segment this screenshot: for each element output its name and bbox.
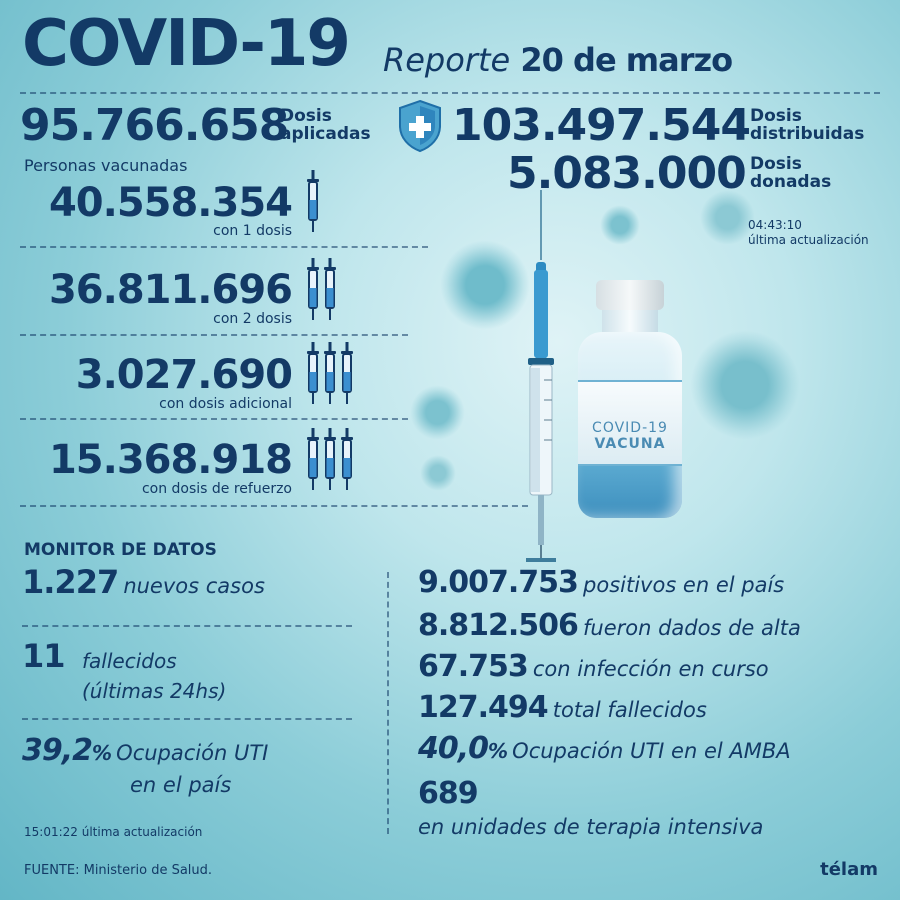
report-heading: Reporte 20 de marzo: [383, 41, 733, 79]
donated-doses-label: Dosis donadas: [750, 155, 831, 191]
virus-decoration: [700, 190, 755, 245]
discharged: 8.812.506 fueron dados de alta: [418, 611, 801, 641]
amba-pct: %: [488, 739, 508, 763]
distributed-doses-label: Dosis distribuidas: [750, 107, 864, 143]
divider: [22, 625, 352, 627]
total-deaths-label: total fallecidos: [552, 698, 707, 722]
syringe-icon: [339, 428, 355, 496]
virus-decoration: [410, 385, 465, 440]
amba-value: 40,0: [418, 731, 489, 766]
positives-label: positivos en el país: [583, 573, 785, 597]
active-infections-value: 67.753: [418, 649, 529, 684]
vaccinated-title: Personas vacunadas: [24, 156, 188, 175]
vaccinated-additional-label: con dosis adicional: [159, 396, 292, 412]
divider: [20, 334, 408, 336]
divider: [20, 505, 528, 507]
vaccinated-booster-label: con dosis de refuerzo: [141, 481, 292, 497]
vial-illustration: COVID-19 VACUNA: [574, 280, 686, 520]
syringe-icon: [305, 342, 321, 410]
icu-occupancy-value: 39,2: [22, 733, 93, 768]
applied-doses-label-2: aplicadas: [280, 124, 371, 144]
source-note: FUENTE: Ministerio de Salud.: [24, 863, 213, 878]
doses-update: 04:43:10 última actualización: [748, 218, 869, 248]
page-title: COVID-19: [22, 7, 351, 81]
syringe-icon: [305, 258, 321, 326]
virus-decoration: [690, 330, 800, 440]
icu-units-value: 689: [418, 776, 479, 811]
icu-occupancy-label-2: en el país: [130, 773, 232, 797]
applied-doses-label-1: Dosis: [280, 106, 332, 126]
syringe-icon: [322, 428, 338, 496]
telam-logo: télam: [820, 859, 878, 880]
vial-label-line-2: VACUNA: [594, 436, 666, 452]
icu-occupancy-pct: %: [92, 741, 112, 765]
distributed-doses-value: 103.497.544: [452, 100, 751, 151]
monitor-update-label: última actualización: [81, 825, 203, 839]
icu-occupancy-label-1: Ocupación UTI: [116, 741, 269, 765]
discharged-value: 8.812.506: [418, 608, 579, 643]
donated-doses-label-2: donadas: [750, 172, 832, 192]
total-deaths: 127.494 total fallecidos: [418, 693, 707, 723]
vaccinated-1-dose-value: 40.558.354: [48, 180, 293, 226]
report-word: Reporte: [383, 41, 511, 79]
virus-decoration: [600, 205, 640, 245]
doses-update-time: 04:43:10: [748, 218, 802, 232]
syringe-icon: [322, 258, 338, 326]
deaths-24h-label-2: (últimas 24hs): [82, 679, 227, 703]
virus-decoration: [440, 240, 530, 330]
icu-occupancy-country: 39,2% Ocupación UTI: [22, 736, 268, 766]
syringe-icon: [305, 170, 321, 238]
big-syringe-illustration: [520, 190, 570, 574]
amba-label: Ocupación UTI en el AMBA: [512, 739, 791, 763]
positives: 9.007.753 positivos en el país: [418, 568, 784, 598]
virus-decoration: [420, 455, 456, 491]
monitor-title: MONITOR DE DATOS: [24, 540, 217, 560]
vaccinated-2-doses-value: 36.811.696: [48, 267, 293, 313]
applied-doses-value: 95.766.658: [20, 100, 289, 151]
syringe-icon: [322, 342, 338, 410]
new-cases-label: nuevos casos: [123, 574, 265, 598]
vial-label-line-1: COVID-19: [592, 420, 668, 436]
vertical-divider: [387, 572, 389, 834]
new-cases: 1.227 nuevos casos: [22, 566, 265, 598]
divider: [20, 246, 428, 248]
discharged-label: fueron dados de alta: [583, 616, 801, 640]
deaths-24h-value: 11: [22, 637, 66, 675]
applied-doses-label: Dosis aplicadas: [280, 107, 371, 143]
donated-doses-label-1: Dosis: [750, 154, 802, 174]
vaccinated-1-dose-label: con 1 dosis: [213, 223, 292, 239]
vaccinated-2-doses-label: con 2 dosis: [213, 311, 292, 327]
divider: [22, 718, 352, 720]
distributed-doses-label-2: distribuidas: [750, 124, 865, 144]
report-date: 20 de marzo: [520, 41, 733, 79]
deaths-24h-label: fallecidos (últimas 24hs): [82, 646, 226, 706]
total-deaths-value: 127.494: [418, 690, 549, 725]
deaths-24h-label-1: fallecidos: [82, 649, 177, 673]
divider: [20, 92, 880, 94]
doses-update-label: última actualización: [748, 233, 869, 247]
active-infections-label: con infección en curso: [532, 657, 769, 681]
syringe-icon: [305, 428, 321, 496]
icu-occupancy-amba: 40,0% Ocupación UTI en el AMBA: [418, 734, 791, 764]
icu-units-label: en unidades de terapia intensiva: [418, 815, 764, 839]
syringe-icon: [339, 342, 355, 410]
donated-doses-value: 5.083.000: [507, 148, 747, 199]
active-infections: 67.753 con infección en curso: [418, 652, 769, 682]
monitor-update: 15:01:22 última actualización: [24, 825, 202, 839]
new-cases-value: 1.227: [22, 563, 119, 601]
vaccinated-booster-value: 15.368.918: [48, 437, 293, 483]
monitor-update-time: 15:01:22: [24, 825, 78, 839]
distributed-doses-label-1: Dosis: [750, 106, 802, 126]
positives-value: 9.007.753: [418, 565, 579, 600]
divider: [20, 418, 408, 420]
shield-icon: [396, 98, 444, 158]
vaccinated-additional-value: 3.027.690: [75, 352, 293, 398]
